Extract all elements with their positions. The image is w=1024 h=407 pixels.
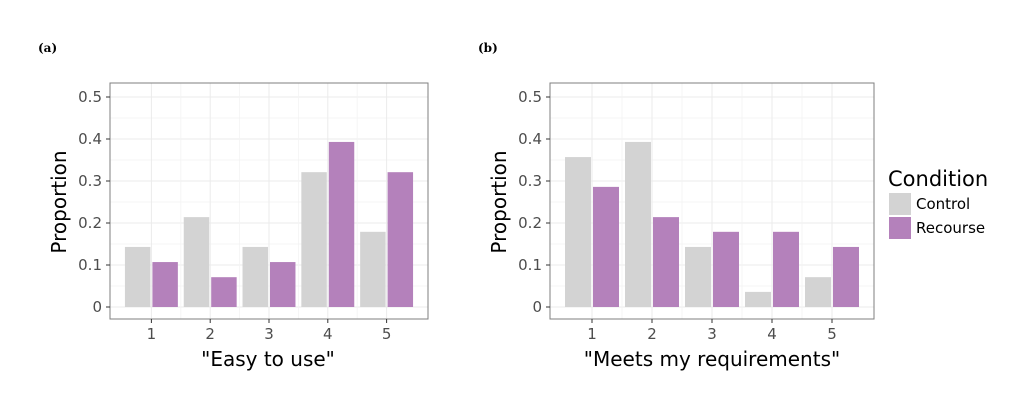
panel-b-ytick-label: 0.4 [518, 130, 542, 148]
panel-a: (a) 00.10.20.30.40.51 2 3 4 5 "Easy to use" … [38, 41, 429, 371]
panel-a-ytick-label: 0.5 [78, 88, 102, 106]
bar-control-4 [301, 172, 327, 307]
panel-a-xlabel: "Easy to use" [201, 347, 335, 371]
bar-recourse-1 [593, 186, 619, 307]
bar-recourse-2 [653, 217, 679, 307]
panel-b-xtick-label: 4 [767, 325, 777, 343]
bar-recourse-1 [152, 262, 178, 307]
bar-recourse-3 [270, 262, 296, 307]
panel-b-tag: (b) [478, 41, 498, 55]
panel-a-xtick-label: 1 [147, 325, 157, 343]
bar-control-3 [685, 246, 711, 307]
bar-control-5 [360, 231, 386, 307]
panel-b-ylabel: Proportion [487, 150, 511, 253]
panel-a-ytick-label: 0.3 [78, 172, 102, 190]
panel-b-ytick-label: 0.1 [518, 256, 542, 274]
panel-b-xtick-label: 1 [587, 325, 597, 343]
bar-recourse-5 [833, 246, 859, 307]
bar-recourse-4 [773, 231, 799, 307]
legend-title: Condition [888, 167, 988, 191]
legend: Condition Control Recourse [888, 167, 988, 239]
panel-a-xtick-label: 4 [323, 325, 333, 343]
legend-swatch-control [889, 193, 911, 215]
bar-control-4 [745, 291, 771, 307]
bar-control-3 [242, 246, 268, 307]
bar-recourse-5 [387, 172, 414, 307]
panel-a-ytick-label: 0 [92, 298, 102, 316]
panel-a-xtick-label: 5 [382, 325, 392, 343]
legend-label-recourse: Recourse [916, 219, 985, 237]
panel-a-ytick-label: 0.4 [78, 130, 102, 148]
panel-b: (b) 0 0.1 0.2 0.3 0.4 0.5 1 2 3 4 5 "Meets my requ… [478, 41, 875, 371]
panel-a-ylabel: Proportion [47, 150, 71, 253]
panel-b-ytick-label: 0.2 [518, 214, 542, 232]
panel-a-ytick-label: 0.1 [78, 256, 102, 274]
bar-control-2 [183, 217, 210, 307]
bar-recourse-4 [328, 141, 355, 307]
panel-a-ytick-label: 0.2 [78, 214, 102, 232]
panel-a-tag: (a) [38, 41, 57, 55]
bar-recourse-3 [713, 231, 739, 307]
bar-control-1 [124, 246, 151, 307]
panel-b-ytick-label: 0 [532, 298, 542, 316]
legend-swatch-recourse [889, 217, 911, 239]
panel-b-xtick-label: 3 [707, 325, 717, 343]
bar-control-1 [565, 157, 591, 307]
panel-b-ytick-label: 0.5 [518, 88, 542, 106]
panel-b-xtick-label: 2 [647, 325, 657, 343]
panel-a-xtick-label: 2 [205, 325, 215, 343]
legend-label-control: Control [916, 195, 970, 213]
panel-b-ytick-label: 0.3 [518, 172, 542, 190]
bar-control-5 [805, 277, 831, 307]
bar-recourse-2 [211, 277, 237, 307]
bar-control-2 [625, 141, 651, 307]
panel-b-xtick-label: 5 [827, 325, 837, 343]
panel-b-xlabel: "Meets my requirements" [584, 347, 840, 371]
panel-a-xtick-label: 3 [264, 325, 274, 343]
